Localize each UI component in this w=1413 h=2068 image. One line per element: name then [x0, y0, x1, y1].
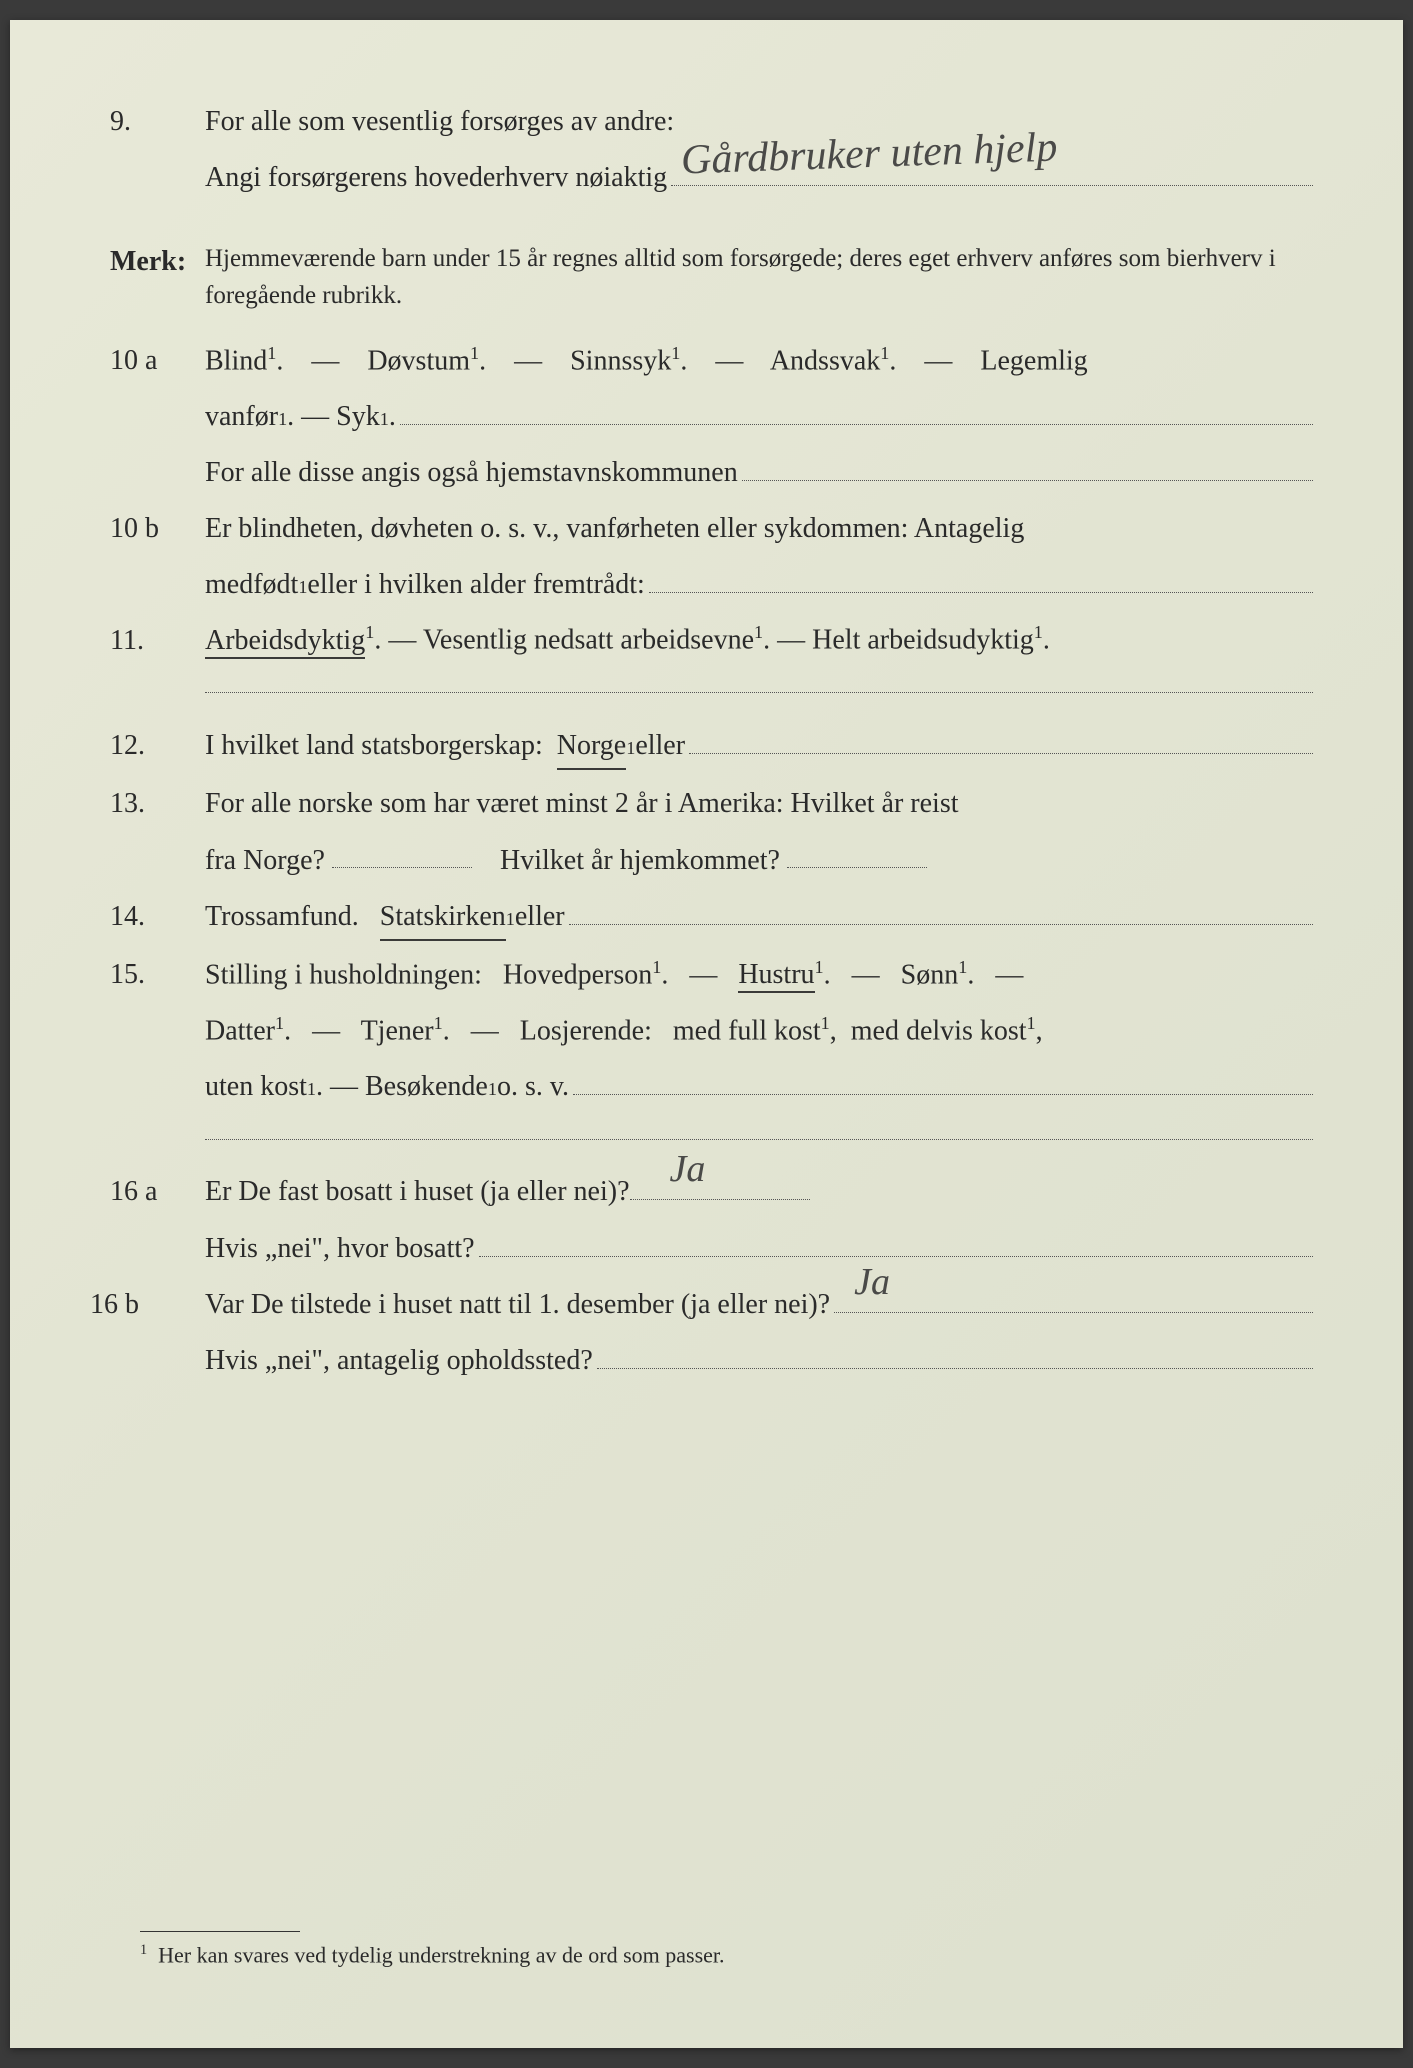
q10b-row1: 10 b Er blindheten, døvheten o. s. v., v…: [110, 507, 1313, 550]
q14-row: 14. Trossamfund. Statskirken1 eller: [110, 894, 1313, 941]
q16b-row1: 16 b Var De tilstede i huset natt til 1.…: [90, 1282, 1313, 1326]
q12-row: 12. I hvilket land statsborgerskap: Norg…: [110, 723, 1313, 770]
q10a-fill1: [400, 394, 1313, 425]
q16a-row2: Hvis „nei", hvor bosatt?: [110, 1226, 1313, 1270]
q10b-row2: medfødt1 eller i hvilken alder fremtrådt…: [110, 562, 1313, 606]
q9-handwritten: Gårdbruker uten hjelp: [680, 116, 1058, 194]
merk-label: Merk:: [110, 240, 205, 283]
q15-row2: Datter1. — Tjener1. — Losjerende: med fu…: [110, 1009, 1313, 1053]
q9-fill: Gårdbruker uten hjelp: [671, 155, 1313, 186]
q16a-num: 16 a: [110, 1170, 205, 1213]
footnote-rule: [140, 1931, 300, 1932]
q16b-answer: Ja: [854, 1253, 890, 1312]
q12-opt1: Norge: [557, 724, 626, 770]
q11-row: 11. Arbeidsdyktig1. — Vesentlig nedsatt …: [110, 618, 1313, 662]
q15-text3: o. s. v.: [497, 1065, 569, 1108]
q10a-opt5: Legemlig: [980, 345, 1087, 376]
q15-opt1: Hovedperson: [503, 959, 652, 990]
q9-num: 9.: [110, 100, 205, 143]
q13-row1: 13. For alle norske som har været minst …: [110, 782, 1313, 825]
q15-num: 15.: [110, 953, 205, 996]
q11-num: 11.: [110, 619, 205, 662]
q16b-text2: Hvis „nei", antagelig opholdssted?: [205, 1339, 593, 1382]
q15-opt6: med full kost: [673, 1015, 821, 1046]
q14-num: 14.: [110, 895, 205, 938]
q10b-text2a: medfødt: [205, 563, 298, 606]
q10b-num: 10 b: [110, 507, 205, 550]
footnote: 1 Her kan svares ved tydelig understrekn…: [140, 1931, 725, 1968]
q13-text1: For alle norske som har været minst 2 år…: [205, 782, 1313, 825]
q15-text2: Losjerende:: [520, 1015, 652, 1046]
q13-num: 13.: [110, 782, 205, 825]
q16b-row2: Hvis „nei", antagelig opholdssted?: [110, 1338, 1313, 1382]
q15-opt9: Besøkende: [365, 1065, 488, 1108]
q10b-text2b: eller i hvilken alder fremtrådt:: [307, 563, 644, 606]
footnote-marker: 1: [140, 1942, 147, 1958]
q10a-opt6: vanfør: [205, 395, 278, 438]
q14-opt1: Statskirken: [380, 895, 506, 941]
q16a-text1: Er De fast bosatt i huset (ja eller nei)…: [205, 1170, 630, 1213]
q15-opt5: Tjener: [361, 1015, 434, 1046]
merk-row: Merk: Hjemmeværende barn under 15 år reg…: [110, 240, 1313, 315]
q15-opt7: med delvis kost: [851, 1015, 1027, 1046]
q9-row2: Angi forsørgerens hovederhverv nøiaktig …: [110, 155, 1313, 199]
q13-fill2: [787, 838, 927, 869]
q15-row3: uten kost1. — Besøkende1 o. s. v.: [110, 1064, 1313, 1108]
q10a-opt1: Blind: [205, 345, 267, 376]
q16a-fill2: [479, 1226, 1313, 1257]
q16a-row1: 16 a Er De fast bosatt i huset (ja eller…: [110, 1170, 1313, 1214]
q16a-answer: Ja: [670, 1140, 706, 1199]
merk-text: Hjemmeværende barn under 15 år regnes al…: [205, 240, 1313, 315]
q10a-opt2: Døvstum: [367, 345, 470, 376]
q15-text1: Stilling i husholdningen:: [205, 959, 482, 990]
q9-label: Angi forsørgerens hovederhverv nøiaktig: [205, 156, 667, 199]
census-form-page: 9. For alle som vesentlig forsørges av a…: [10, 20, 1403, 2048]
q10a-row3: For alle disse angis også hjemstavnskomm…: [110, 450, 1313, 494]
q13-text2a: fra Norge?: [205, 844, 325, 875]
q10a-opt3: Sinnssyk: [570, 345, 671, 376]
q11-opt2: Vesentlig nedsatt arbeidsevne: [423, 625, 754, 656]
q16a-fill1: Ja: [630, 1170, 810, 1201]
q15-opt2: Hustru: [738, 959, 814, 993]
q13-row2: fra Norge? Hvilket år hjemkommet?: [110, 838, 1313, 882]
q16b-text1: Var De tilstede i huset natt til 1. dese…: [205, 1283, 830, 1326]
q16a-text2: Hvis „nei", hvor bosatt?: [205, 1227, 475, 1270]
q13-fill1: [332, 838, 472, 869]
q14-text2: eller: [515, 895, 565, 938]
q15-fill: [573, 1064, 1313, 1095]
q16b-fill2: [597, 1338, 1313, 1369]
q15-opt4: Datter: [205, 1015, 275, 1046]
q12-text: I hvilket land statsborgerskap:: [205, 724, 543, 767]
q12-text2: eller: [635, 724, 685, 767]
q11-opt1: Arbeidsdyktig: [205, 625, 365, 659]
q16b-fill1: Ja: [834, 1282, 1313, 1313]
footnote-text: Her kan svares ved tydelig understreknin…: [158, 1942, 724, 1967]
q10a-fill2: [742, 450, 1313, 481]
q16b-num: 16 b: [90, 1283, 205, 1326]
q10a-num: 10 a: [110, 339, 205, 382]
q15-opt3: Sønn: [901, 959, 959, 990]
divider-1: [205, 692, 1313, 693]
q15-row1: 15. Stilling i husholdningen: Hovedperso…: [110, 953, 1313, 997]
q10a-opt7: Syk: [336, 395, 380, 438]
q10a-row1: 10 a Blind1. — Døvstum1. — Sinnssyk1. — …: [110, 339, 1313, 383]
q14-fill: [569, 894, 1313, 925]
q12-fill: [689, 723, 1313, 754]
q14-text1: Trossamfund.: [205, 895, 359, 938]
q10a-line3: For alle disse angis også hjemstavnskomm…: [205, 451, 738, 494]
q11-opt3: Helt arbeidsudyktig: [812, 625, 1034, 656]
q15-opt8: uten kost: [205, 1065, 307, 1108]
q10a-opt4: Andssvak: [770, 345, 880, 376]
q10a-row2: vanfør1. — Syk1.: [110, 394, 1313, 438]
divider-2: [205, 1139, 1313, 1140]
q10b-text1: Er blindheten, døvheten o. s. v., vanfør…: [205, 507, 1313, 550]
q13-text2b: Hvilket år hjemkommet?: [500, 844, 780, 875]
q12-num: 12.: [110, 724, 205, 767]
q10b-fill: [649, 562, 1313, 593]
